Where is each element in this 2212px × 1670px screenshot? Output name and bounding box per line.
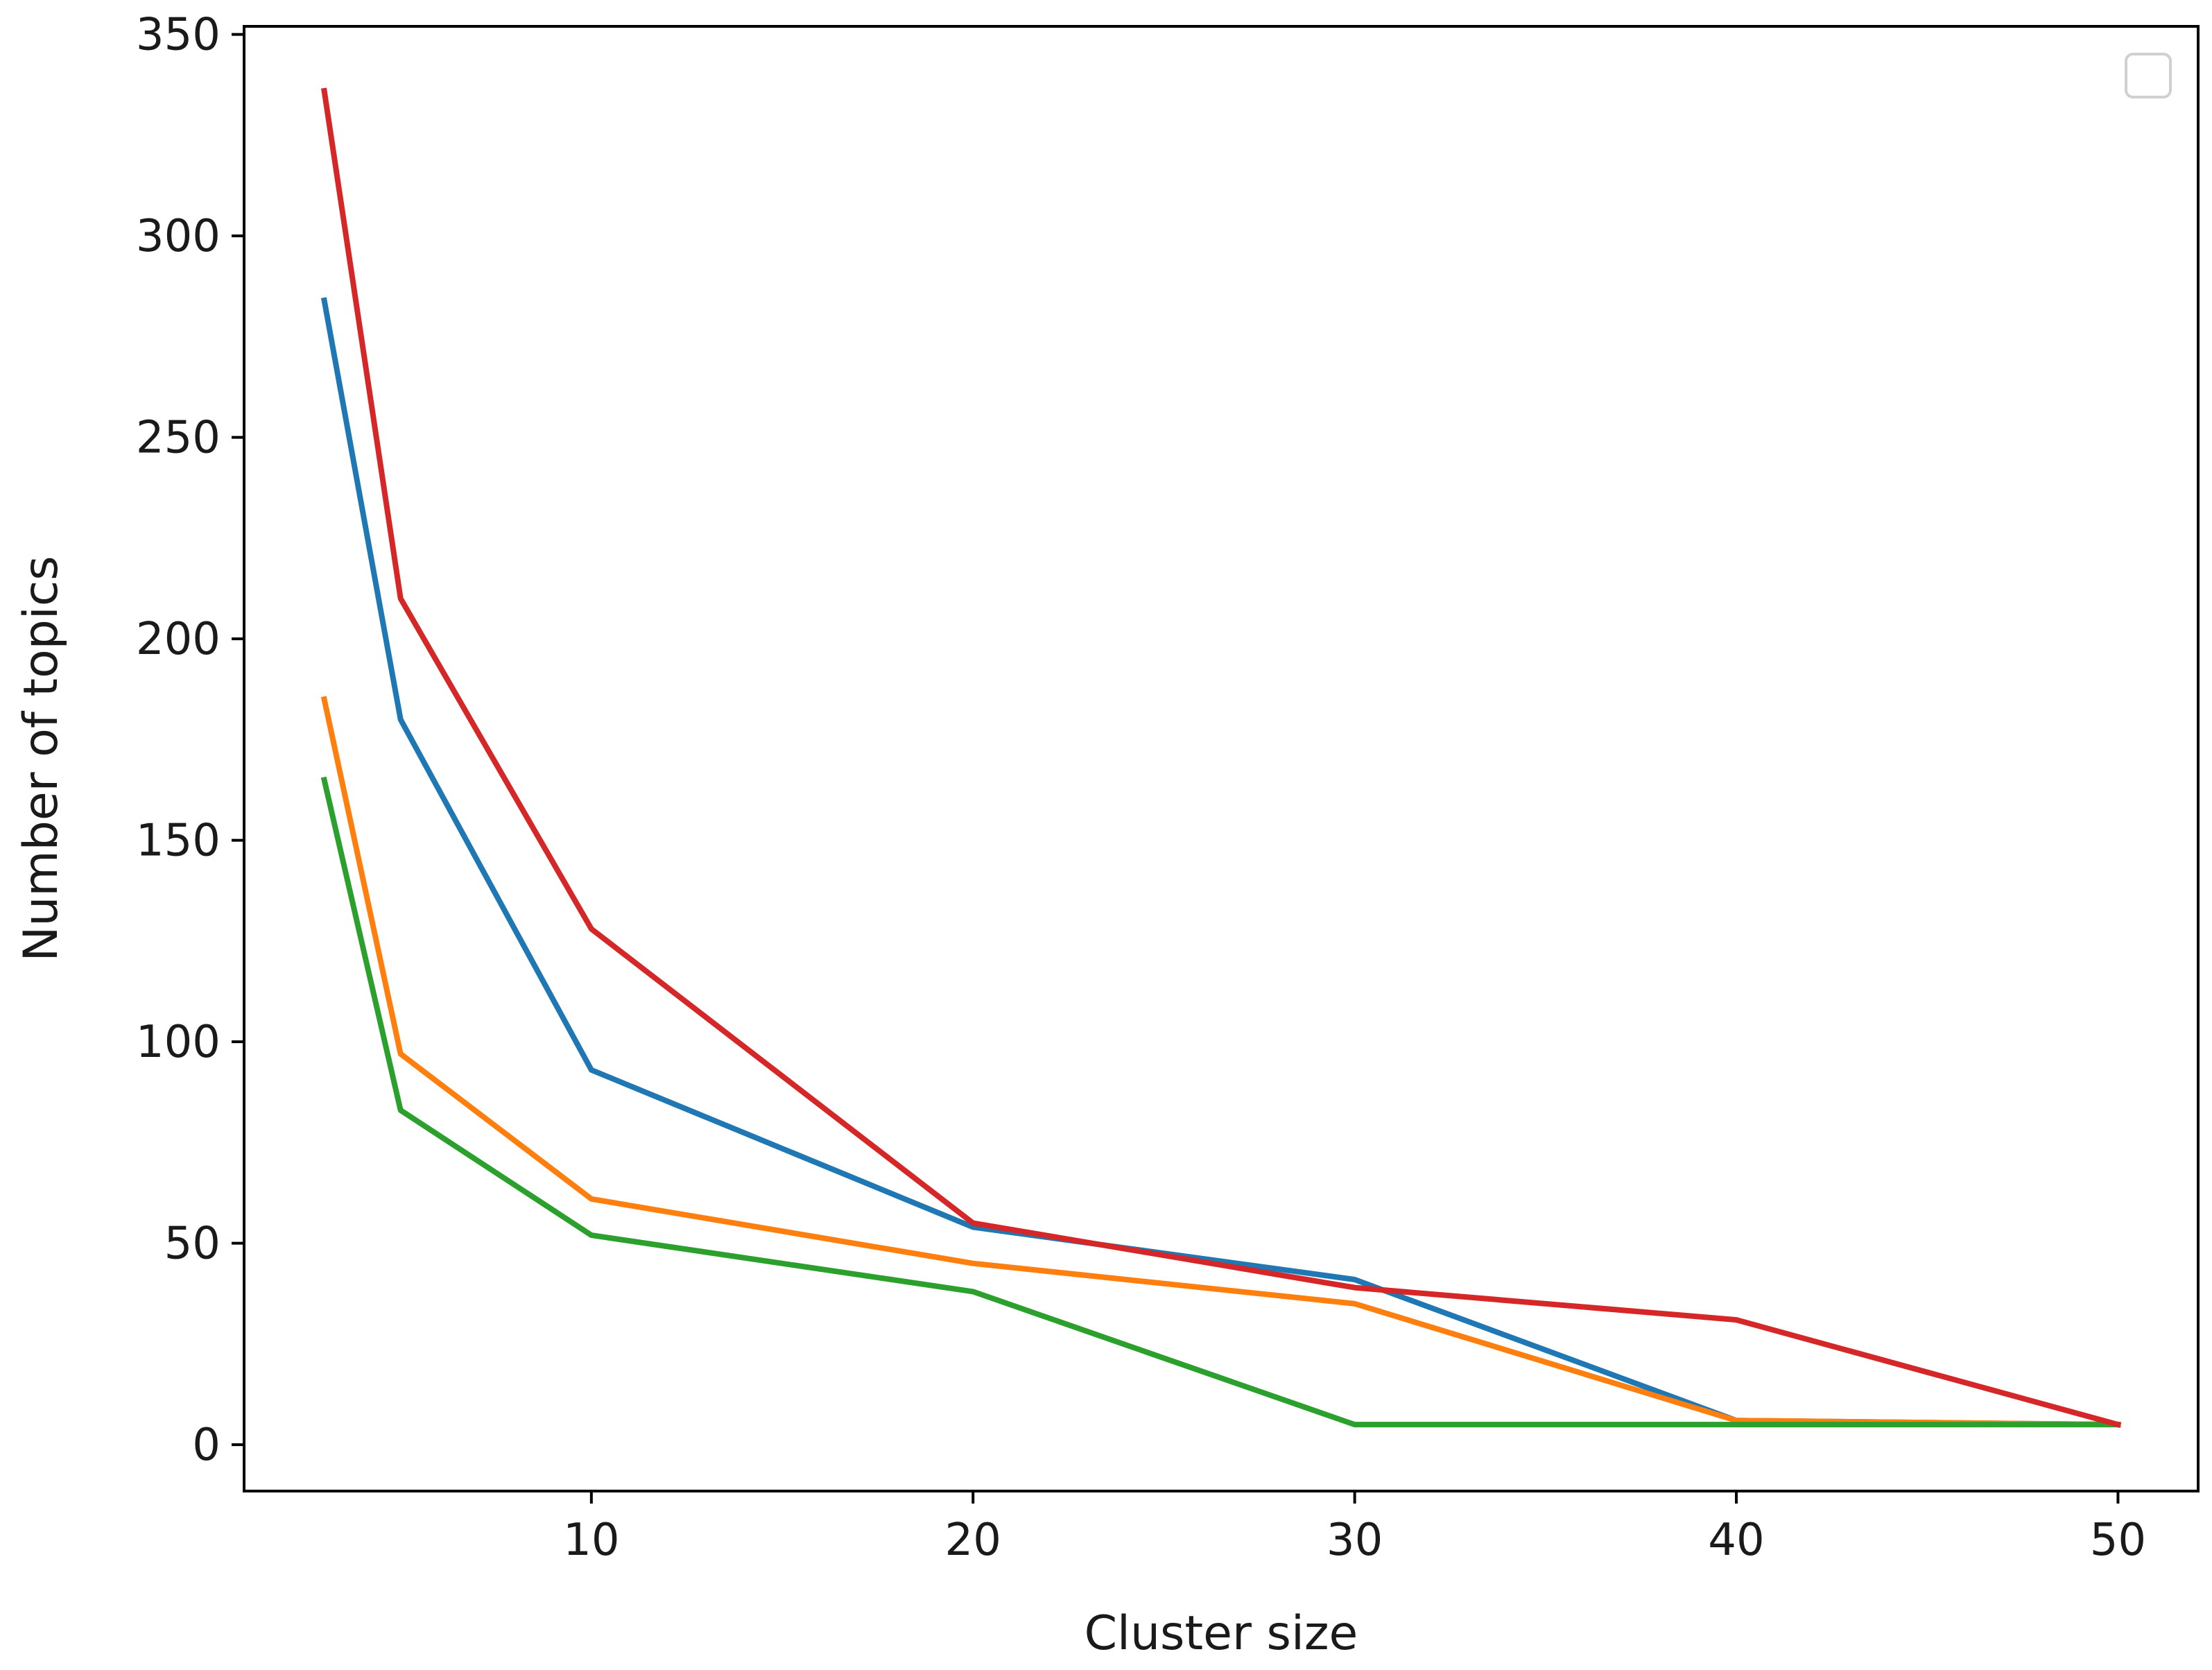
y-tick-label: 150 xyxy=(136,816,221,867)
y-tick-label: 350 xyxy=(136,10,221,61)
plot-area-frame xyxy=(243,25,2200,1492)
y-axis-label: Number of topics xyxy=(14,556,69,961)
x-axis-label: Cluster size xyxy=(1085,1606,1358,1661)
x-tick-label: 50 xyxy=(2090,1515,2146,1566)
legend-box xyxy=(2125,53,2172,98)
y-tick-label: 100 xyxy=(136,1017,221,1068)
ticks-layer: 10 20 30 40 50 0 50 100 150 200 250 300 350 xyxy=(136,10,2146,1566)
series-line-3 xyxy=(320,776,2121,1428)
x-tick-label: 30 xyxy=(1327,1515,1383,1566)
x-tick-label: 10 xyxy=(563,1515,619,1566)
x-tick-label: 40 xyxy=(1708,1515,1764,1566)
y-tick-label: 250 xyxy=(136,413,221,464)
series-layer xyxy=(320,87,2122,1429)
y-tick-label: 300 xyxy=(136,211,221,262)
x-tick-label: 20 xyxy=(945,1515,1001,1566)
series-line-4 xyxy=(321,87,2122,1429)
series-line-2 xyxy=(320,696,2121,1428)
y-tick-label: 50 xyxy=(164,1219,221,1270)
y-tick-label: 200 xyxy=(136,614,221,665)
y-tick-label: 0 xyxy=(192,1420,221,1471)
